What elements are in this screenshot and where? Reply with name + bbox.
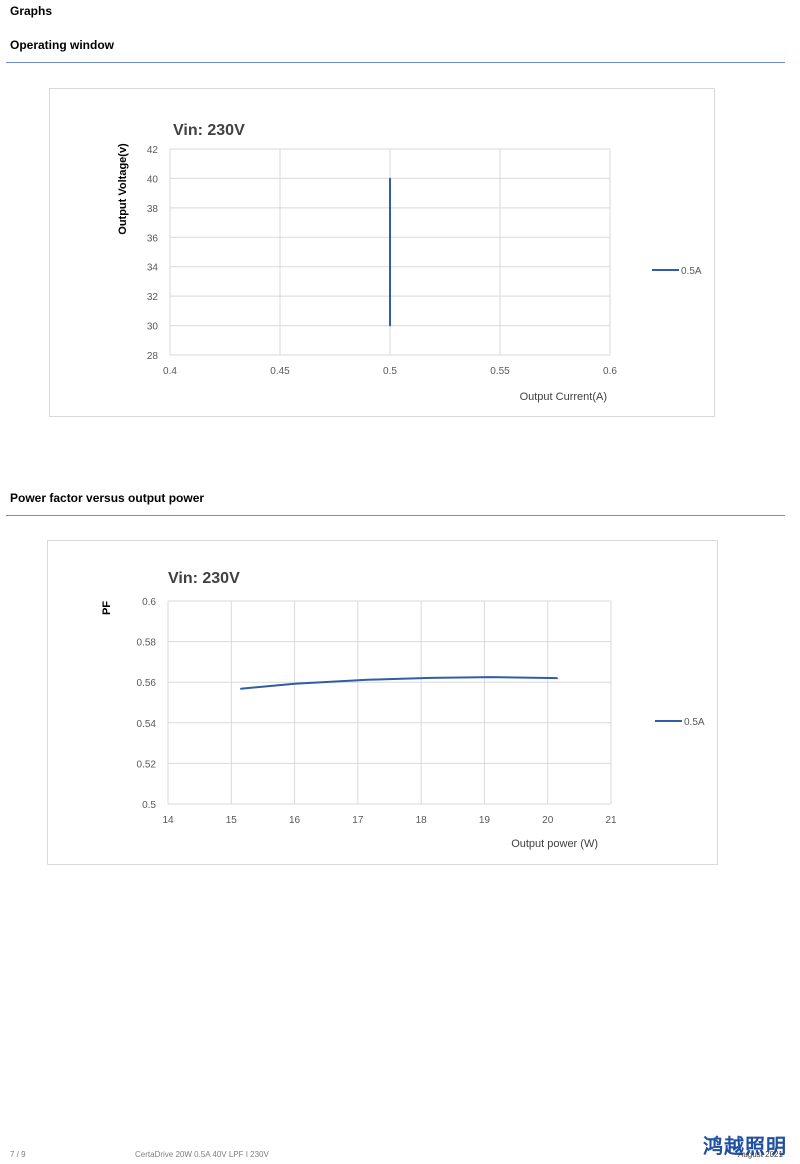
y-tick-label: 30 <box>147 322 159 333</box>
y-tick-label: 42 <box>147 145 159 156</box>
data-point <box>366 678 369 681</box>
x-tick-label: 0.55 <box>490 366 510 377</box>
x-tick-label: 0.45 <box>270 366 290 377</box>
x-tick-label: 0.6 <box>603 366 617 377</box>
x-tick-label: 18 <box>416 815 428 826</box>
y-axis-label: Output Voltage(v) <box>117 143 129 235</box>
x-tick-label: 14 <box>162 815 174 826</box>
footer-date: August 2021 <box>738 1150 783 1159</box>
x-axis-label: Output Current(A) <box>520 391 607 403</box>
footer-page-number: 7 / 9 <box>10 1150 26 1159</box>
series-line <box>240 676 558 690</box>
y-tick-label: 40 <box>147 174 159 185</box>
x-tick-label: 21 <box>605 815 617 826</box>
x-tick-label: 20 <box>542 815 554 826</box>
data-point <box>429 677 432 679</box>
company-logo: 鸿越照明 <box>703 1134 787 1158</box>
y-tick-label: 36 <box>147 233 159 244</box>
chart-title: Vin: 230V <box>173 122 245 139</box>
data-point <box>293 683 296 685</box>
data-point <box>556 677 559 679</box>
chart-operating-window: 0.4 0.45 0.5 0.55 0.6 28 30 32 34 36 38 40 42 Vin: 23… <box>49 88 715 417</box>
y-tick-label: 0.54 <box>137 719 157 730</box>
x-tick-label: 16 <box>289 815 301 826</box>
y-tick-label: 34 <box>147 263 159 274</box>
legend-label: 0.5A <box>681 266 702 277</box>
data-point <box>239 687 242 690</box>
footer-product: CertaDrive 20W 0.5A 40V LPF I 230V <box>135 1150 269 1159</box>
legend-label: 0.5A <box>684 717 705 728</box>
y-tick-label: 38 <box>147 204 159 215</box>
page-heading: Graphs <box>10 4 53 18</box>
y-tick-label: 0.58 <box>137 638 157 649</box>
section-rule <box>6 62 785 63</box>
x-tick-label: 0.4 <box>163 366 177 377</box>
section-rule <box>6 515 785 516</box>
x-tick-label: 17 <box>352 815 364 826</box>
x-axis-label: Output power (W) <box>511 838 598 850</box>
section-title-operating-window: Operating window <box>10 38 114 52</box>
data-point <box>389 324 391 327</box>
chart-power-factor: 14 15 16 17 18 19 20 21 0.5 0.52 0.54 0.56 0.58 0.6 Vi… <box>47 540 718 865</box>
x-tick-label: 0.5 <box>383 366 397 377</box>
data-point <box>489 676 492 678</box>
y-tick-label: 0.56 <box>137 678 157 689</box>
y-tick-label: 0.6 <box>142 597 156 608</box>
chart-operating-window-svg: 0.4 0.45 0.5 0.55 0.6 28 30 32 34 36 38 40 42 Vin: 23… <box>117 122 702 403</box>
section-title-power-factor: Power factor versus output power <box>10 491 205 505</box>
chart-title: Vin: 230V <box>168 570 240 587</box>
x-tick-label: 15 <box>226 815 238 826</box>
y-tick-label: 0.5 <box>142 800 156 811</box>
y-tick-label: 0.52 <box>137 759 157 770</box>
x-tick-label: 19 <box>479 815 491 826</box>
y-tick-label: 28 <box>147 351 159 362</box>
y-tick-label: 32 <box>147 292 159 303</box>
y-axis-label: PF <box>101 601 113 615</box>
chart-power-factor-svg: 14 15 16 17 18 19 20 21 0.5 0.52 0.54 0.56 0.58 0.6 Vi… <box>101 570 705 850</box>
data-point <box>389 177 391 180</box>
